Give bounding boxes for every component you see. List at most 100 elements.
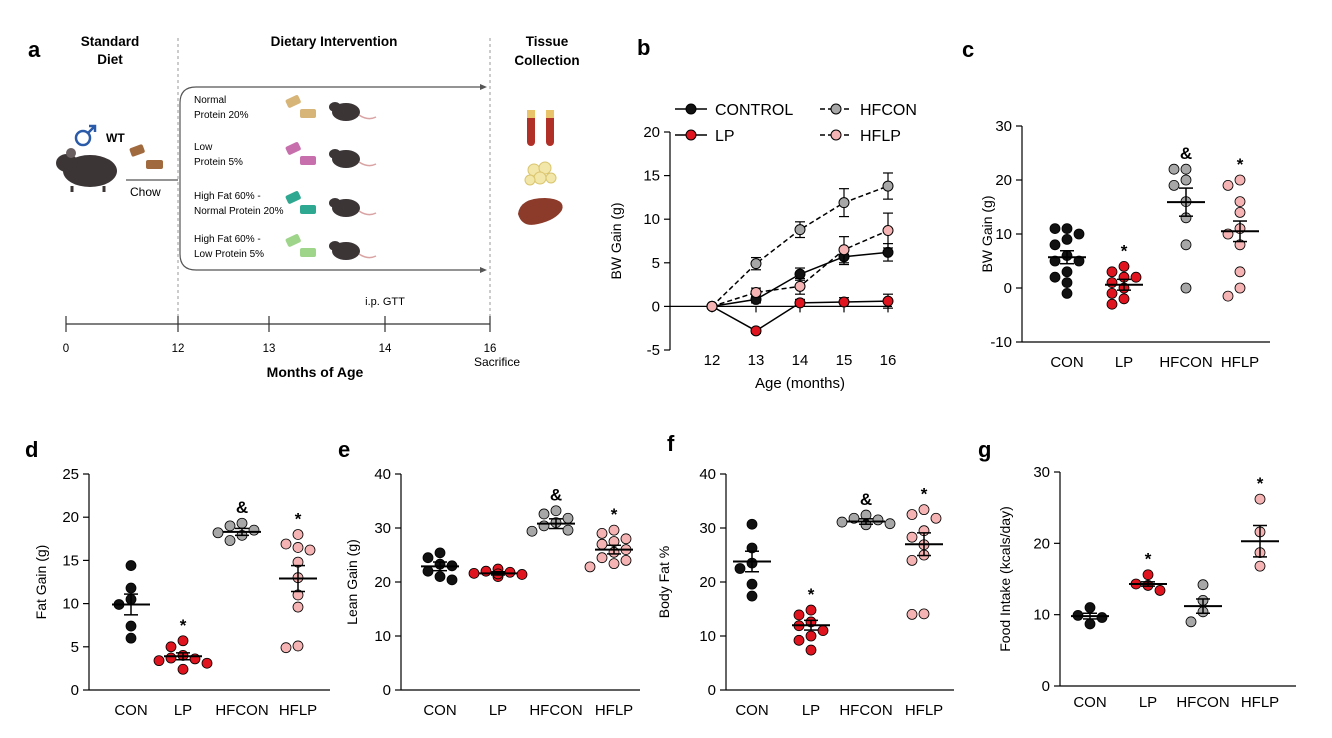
x-tick-label: CON xyxy=(1050,354,1083,371)
diet-label-line2: Protein 20% xyxy=(194,110,249,121)
diet-label-line1: Low xyxy=(194,142,213,153)
data-point-lp xyxy=(793,609,805,621)
data-point-hfcon xyxy=(1197,579,1209,591)
data-point-hfcon xyxy=(1185,616,1197,628)
y-tick-label: 10 xyxy=(374,628,391,645)
panel-e-scatter-chart: e 0 10 20 30 40 Lean Gain (g) CON LP HFCON & HFLP * xyxy=(338,437,640,719)
legend-marker-hflp xyxy=(830,129,842,141)
x-tick-label: HFCON xyxy=(839,702,892,719)
x-tick-label: LP xyxy=(489,702,507,719)
data-point-hfcon xyxy=(224,535,236,546)
data-point-hflp xyxy=(918,608,930,620)
legend-label: CONTROL xyxy=(715,102,793,119)
panel-letter: g xyxy=(978,437,991,462)
significance-marker: * xyxy=(1121,241,1128,260)
diet-label-line1: High Fat 60% - xyxy=(194,234,261,245)
mouse-icon xyxy=(329,102,377,121)
data-point-lp xyxy=(794,297,806,309)
diet-arrow-bottom xyxy=(480,267,487,273)
timeline-xlabel: Months of Age xyxy=(267,364,364,380)
y-tick-label: 25 xyxy=(62,466,79,483)
x-tick-label: 12 xyxy=(704,352,721,369)
data-point-hfcon xyxy=(836,516,848,528)
data-point-con xyxy=(1061,223,1073,235)
y-axis-label: BW Gain (g) xyxy=(608,202,624,279)
y-tick-label: 20 xyxy=(1033,535,1050,552)
y-tick-label: 10 xyxy=(995,226,1012,243)
legend-label: HFCON xyxy=(860,102,917,119)
standard-diet-title-line2: Diet xyxy=(97,52,123,67)
tissue-collection-title-line2: Collection xyxy=(514,53,579,68)
data-point-lp xyxy=(201,657,213,669)
food-pellet-icon xyxy=(300,109,316,118)
data-point-hfcon xyxy=(1180,282,1192,294)
data-point-con xyxy=(1049,271,1061,283)
data-point-lp xyxy=(177,663,189,675)
y-tick-label: 20 xyxy=(374,574,391,591)
food-pellet-icon xyxy=(300,248,316,257)
mouse-icon xyxy=(329,149,377,168)
data-point-hflp xyxy=(292,640,304,652)
data-point-hfcon xyxy=(882,180,894,192)
timeline-tick-label: 12 xyxy=(172,343,185,355)
significance-marker: & xyxy=(1180,144,1192,163)
data-point-lp xyxy=(516,569,528,580)
data-point-hfcon xyxy=(212,527,224,539)
significance-marker: * xyxy=(808,585,815,604)
data-point-hfcon xyxy=(248,524,260,536)
y-tick-label: 10 xyxy=(699,628,716,645)
timeline-tick-label: 14 xyxy=(379,343,392,355)
data-point-con xyxy=(1073,255,1085,267)
data-point-hflp xyxy=(608,558,620,570)
food-pellet-icon xyxy=(285,95,301,108)
data-point-hflp xyxy=(906,555,918,566)
data-point-hfcon xyxy=(1180,174,1192,186)
legend-label: HFLP xyxy=(860,128,901,145)
x-tick-label: 15 xyxy=(836,352,853,369)
data-point-lp xyxy=(805,604,817,616)
data-point-hfcon xyxy=(562,524,574,536)
data-point-con xyxy=(1049,239,1061,251)
male-symbol-icon xyxy=(74,124,97,147)
panel-g-scatter-chart: g 0 10 20 30 Food Intake (kcals/day) CON LP * HFC… xyxy=(978,437,1296,711)
data-point-con xyxy=(1061,233,1073,245)
tissue-collection-title-line1: Tissue xyxy=(526,34,569,49)
mouse-tail xyxy=(358,161,377,167)
data-point-lp xyxy=(1130,271,1142,283)
data-point-lp xyxy=(177,635,189,647)
data-point-hfcon xyxy=(236,517,248,529)
data-point-hflp xyxy=(1254,560,1266,572)
significance-marker: * xyxy=(611,505,618,524)
data-point-hfcon xyxy=(538,508,550,520)
y-tick-label: 5 xyxy=(652,255,660,272)
y-tick-label: 0 xyxy=(652,298,660,315)
x-tick-label: LP xyxy=(174,702,192,719)
food-pellet-icon xyxy=(285,191,301,204)
timeline-tick-label: 13 xyxy=(263,343,276,355)
data-point-hfcon xyxy=(1180,239,1192,251)
food-pellet-icon xyxy=(300,205,316,214)
mouse-icon xyxy=(56,148,117,192)
y-axis-label: BW Gain (g) xyxy=(979,195,995,272)
data-point-hfcon xyxy=(750,258,762,270)
legend-label: LP xyxy=(715,128,735,145)
data-point-hfcon xyxy=(1180,163,1192,175)
y-tick-label: -5 xyxy=(647,342,660,359)
y-tick-label: 40 xyxy=(374,466,391,483)
mouse-icon xyxy=(329,198,377,217)
data-point-hfcon xyxy=(872,514,884,526)
liver-icon xyxy=(518,198,563,225)
significance-marker: * xyxy=(295,509,302,528)
data-point-hflp xyxy=(1222,179,1234,191)
y-tick-label: 0 xyxy=(708,682,716,699)
data-point-lp xyxy=(838,296,850,308)
data-point-hflp xyxy=(620,555,632,566)
data-point-lp xyxy=(1154,585,1166,596)
data-point-hflp xyxy=(1234,206,1246,218)
data-point-con xyxy=(1096,612,1108,623)
chow-pellet-icon xyxy=(129,144,163,169)
x-tick-label: LP xyxy=(1115,354,1133,371)
data-point-con xyxy=(125,560,137,571)
y-tick-label: 15 xyxy=(62,552,79,569)
